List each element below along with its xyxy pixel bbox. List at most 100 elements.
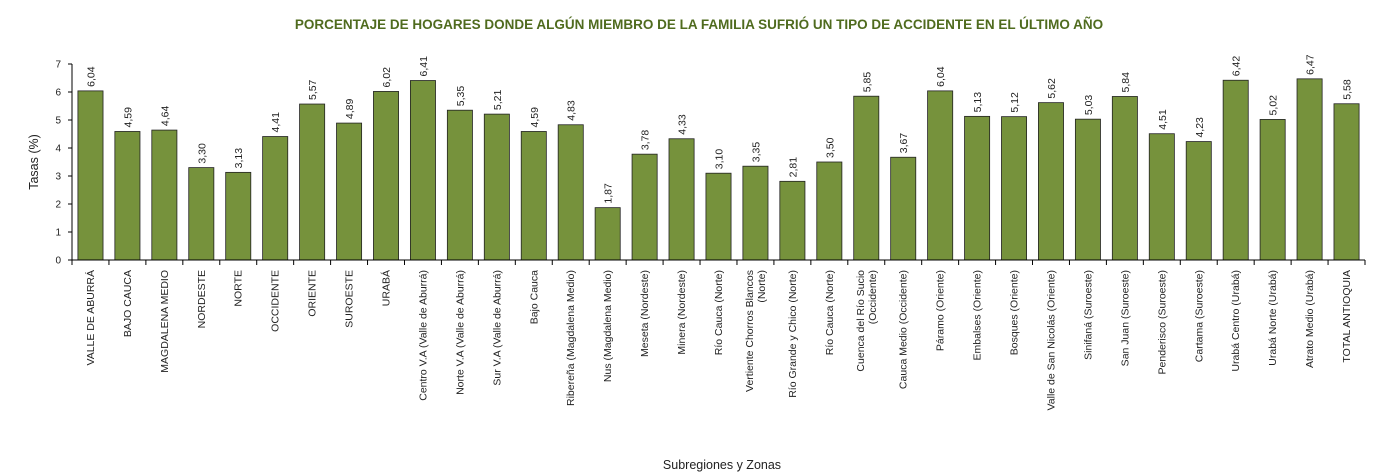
data-label: 6,41 (418, 56, 430, 77)
category-label: MAGDALENA MEDIO (159, 270, 171, 373)
category-label: SUROESTE (344, 270, 356, 328)
data-label: 6,02 (381, 67, 393, 88)
category-label-line: MAGDALENA MEDIO (159, 270, 171, 373)
category-label: Meseta (Nordeste) (639, 270, 651, 357)
bar (151, 129, 178, 261)
bar (1296, 78, 1323, 261)
data-label: 6,04 (85, 66, 97, 87)
bar (742, 165, 769, 261)
category-label-line: OCCIDENTE (270, 270, 282, 332)
category-label: Cuenca del Río Sucio(Occidente) (855, 270, 879, 372)
data-label: 4,83 (566, 100, 578, 121)
y-tick-label: 1 (55, 228, 61, 239)
bar (594, 207, 621, 261)
bar (114, 131, 141, 261)
y-axis-label: Tasas (%) (27, 134, 41, 190)
data-label: 4,33 (677, 114, 689, 135)
category-label-line: Cauca Medio (Occidente) (898, 270, 910, 389)
category-label: Páramo (Oriente) (935, 270, 947, 351)
bar (964, 115, 991, 261)
category-label: Cauca Medio (Occidente) (898, 270, 910, 389)
bar (1001, 116, 1028, 261)
bar (336, 122, 363, 261)
bar (1148, 133, 1175, 261)
category-label-line: Minera (Nordeste) (676, 270, 688, 355)
bar (483, 113, 510, 261)
bar (779, 180, 806, 261)
bar (262, 136, 289, 261)
category-label: Río Cauca (Norte) (824, 270, 836, 355)
category-labels-group: VALLE DE ABURRÁ BAJO CAUCA MAGDALENA MEDIO… (84, 270, 1353, 411)
bar (409, 80, 436, 261)
y-tick-label: 6 (55, 88, 61, 99)
category-label-line: BAJO CAUCA (122, 270, 134, 337)
category-label-line: Cartama (Suroeste) (1193, 270, 1205, 362)
y-axis: 0 1 2 3 4 5 6 7 (55, 60, 73, 267)
y-tick-label: 0 (55, 256, 61, 267)
category-label: San Juan (Suroeste) (1119, 270, 1131, 366)
category-label: ORIENTE (307, 270, 319, 317)
category-label-line: Nus (Magdalena Medio) (602, 270, 614, 382)
category-label-line: NORDESTE (196, 270, 208, 328)
category-label-line: NORTE (233, 270, 245, 307)
data-label: 3,35 (750, 142, 762, 163)
category-label: Sinifaná (Suroeste) (1082, 270, 1094, 360)
bar (631, 153, 658, 261)
data-label: 4,41 (270, 112, 282, 133)
y-tick-label: 2 (55, 200, 61, 211)
x-axis (71, 259, 1366, 265)
data-label: 4,64 (159, 105, 171, 126)
bar (1038, 102, 1064, 261)
category-label-line: (Norte) (756, 270, 768, 303)
data-label: 3,13 (233, 148, 245, 169)
category-label-line: Norte V.A (Valle de Aburrá) (454, 270, 466, 395)
category-label: Embalses (Oriente) (972, 270, 984, 360)
category-label-line: ORIENTE (307, 270, 319, 317)
category-label-line: SUROESTE (344, 270, 356, 328)
category-label-line: Centro V.A (Valle de Aburrá) (417, 270, 429, 401)
category-label-line: Páramo (Oriente) (935, 270, 947, 351)
data-label: 5,57 (307, 79, 319, 100)
bar (705, 172, 732, 261)
data-label: 4,23 (1194, 117, 1206, 138)
chart-title: PORCENTAJE DE HOGARES DONDE ALGÚN MIEMBR… (295, 17, 1103, 32)
category-label-line: Penderisco (Suroeste) (1156, 270, 1168, 374)
bar (1222, 79, 1249, 261)
category-label-line: Urabá Norte (Urabá) (1267, 270, 1279, 366)
bar (1111, 96, 1138, 261)
category-label: Cartama (Suroeste) (1193, 270, 1205, 362)
category-label: Centro V.A (Valle de Aburrá) (417, 270, 429, 401)
bar (853, 95, 880, 261)
category-label-line: Río Grande y Chico (Norte) (787, 270, 799, 398)
y-tick-label: 4 (55, 144, 61, 155)
category-label-line: Vertiente Chorros Blancos (744, 270, 756, 392)
bar (1333, 103, 1360, 261)
data-label: 5,62 (1046, 78, 1058, 99)
data-label: 3,50 (824, 137, 836, 158)
category-label-line: Embalses (Oriente) (972, 270, 984, 360)
category-label: Vertiente Chorros Blancos(Norte) (744, 270, 768, 392)
category-label: Río Grande y Chico (Norte) (787, 270, 799, 398)
bar (299, 103, 326, 261)
category-label: Atrato Medio (Urabá) (1304, 270, 1316, 368)
category-label: Minera (Nordeste) (676, 270, 688, 355)
category-label: Río Cauca (Norte) (713, 270, 725, 355)
bars-group (77, 78, 1360, 261)
bar (1259, 119, 1286, 261)
category-label-line: VALLE DE ABURRÁ (84, 270, 97, 366)
bar (890, 156, 917, 261)
data-label: 4,59 (122, 107, 134, 128)
category-label-line: Ribereña (Magdalena Medio) (565, 270, 577, 406)
category-label-line: Bosques (Oriente) (1009, 270, 1021, 355)
data-label: 6,42 (1231, 56, 1243, 77)
category-label-line: Meseta (Nordeste) (639, 270, 651, 357)
category-label-line: Atrato Medio (Urabá) (1304, 270, 1316, 368)
bar (1185, 141, 1212, 261)
category-label-line: Cuenca del Río Sucio (855, 270, 867, 372)
category-label-line: San Juan (Suroeste) (1119, 270, 1131, 366)
bar (446, 109, 473, 261)
category-label: VALLE DE ABURRÁ (84, 270, 97, 366)
bar (557, 124, 584, 261)
bar (373, 91, 399, 261)
category-label: NORTE (233, 270, 245, 307)
